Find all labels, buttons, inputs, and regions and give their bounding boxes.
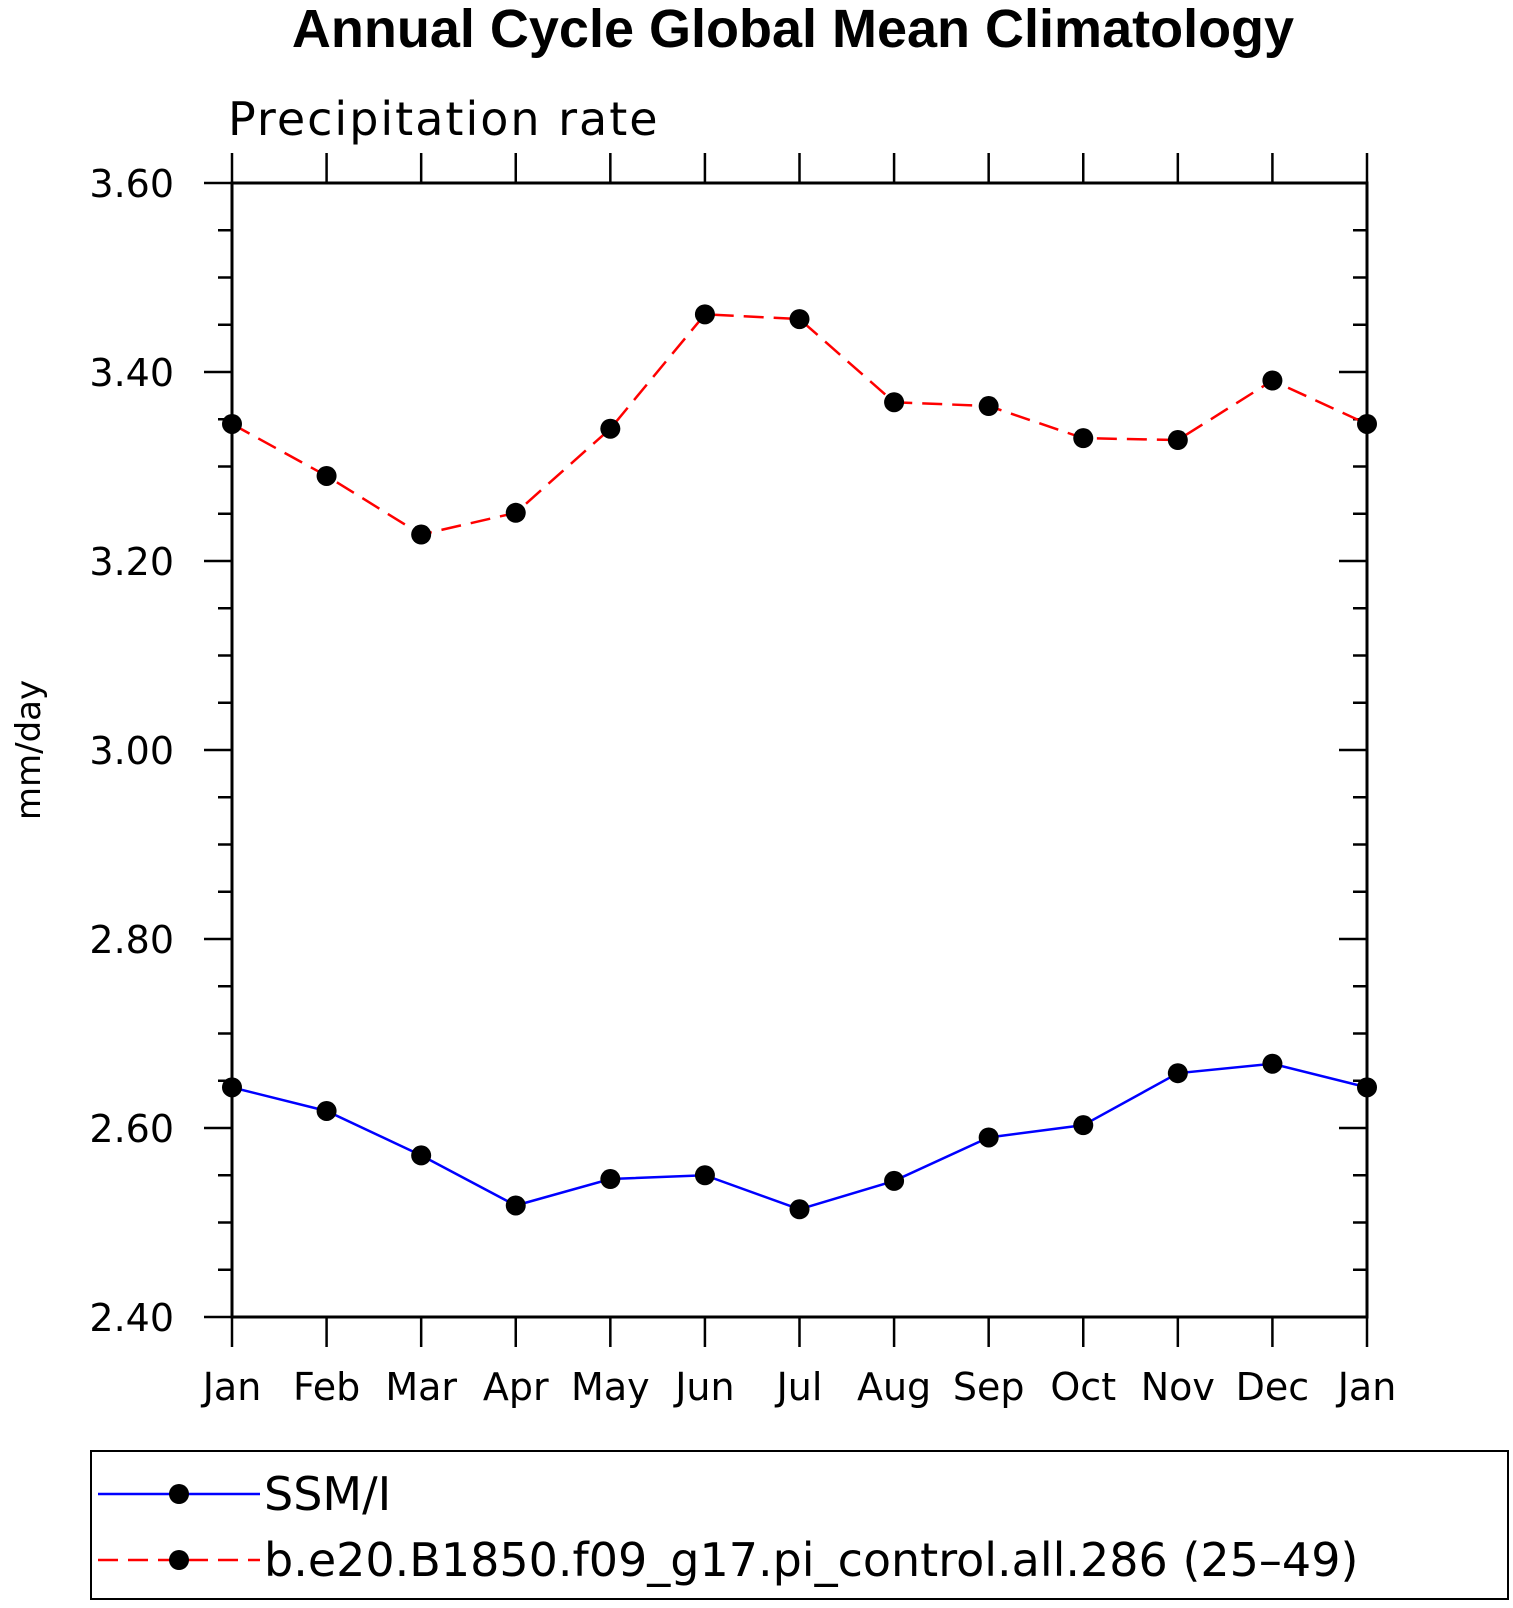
x-tick-label: May <box>571 1365 650 1409</box>
series-layer <box>222 304 1377 1220</box>
x-tick-label: Jul <box>775 1365 823 1409</box>
legend-label-0: SSM/I <box>264 1467 391 1521</box>
series-0-point <box>600 1169 621 1190</box>
y-axis-ticks: 2.40 2.60 2.80 3.00 3.20 3.40 3.60 <box>89 162 1367 1340</box>
series-1-point <box>789 309 810 330</box>
legend-label-1: b.e20.B1850.f09_g17.pi_control.all.286 (… <box>264 1533 1358 1587</box>
y-tick-label: 2.40 <box>89 1296 174 1340</box>
series-1-point <box>978 396 999 417</box>
series-0-point <box>1262 1053 1283 1074</box>
series-1-point <box>1167 430 1188 451</box>
series-1-point <box>1073 428 1094 449</box>
x-tick-label: Jun <box>673 1365 734 1409</box>
series-line-1 <box>231 313 1368 536</box>
series-1-point <box>600 418 621 439</box>
y-axis-label: mm/day <box>9 680 49 820</box>
series-0-point <box>222 1077 242 1098</box>
x-tick-label: Feb <box>293 1365 360 1409</box>
y-tick-label: 3.40 <box>89 351 174 395</box>
series-0-point <box>411 1145 432 1166</box>
legend-marker-0 <box>169 1484 189 1504</box>
series-line-0 <box>231 1062 1368 1211</box>
x-tick-label: Aug <box>857 1365 931 1409</box>
x-tick-label: Mar <box>385 1365 457 1409</box>
series-0-point <box>789 1199 810 1220</box>
y-tick-label: 2.60 <box>89 1107 174 1151</box>
legend-marker-1 <box>169 1550 189 1570</box>
series-0-point <box>1073 1115 1094 1136</box>
chart-subtitle: Precipitation rate <box>228 92 660 146</box>
series-1-point <box>884 392 905 413</box>
x-axis-ticks: Jan Feb Mar Apr May Jun Jul Aug Sep Oct Nov Dec Jan <box>201 153 1397 1409</box>
series-0-point <box>884 1170 905 1191</box>
series-1-point <box>316 465 337 486</box>
series-1-point <box>694 304 715 325</box>
series-0-point <box>316 1100 337 1121</box>
y-tick-label: 3.00 <box>89 729 174 773</box>
series-1-point <box>411 524 432 545</box>
series-0-point <box>1357 1077 1377 1098</box>
y-tick-label: 3.60 <box>89 162 174 206</box>
series-0-point <box>694 1165 715 1186</box>
series-0-point <box>978 1127 999 1148</box>
x-tick-label: Nov <box>1141 1365 1215 1409</box>
x-tick-label: Oct <box>1050 1365 1116 1409</box>
series-1-point <box>505 502 526 523</box>
series-0-point <box>505 1195 526 1216</box>
series-0-point <box>1167 1063 1188 1084</box>
x-tick-label: Dec <box>1236 1365 1310 1409</box>
y-tick-label: 2.80 <box>89 918 174 962</box>
legend-items: SSM/I b.e20.B1850.f09_g17.pi_control.all.… <box>98 1467 1358 1587</box>
legend: SSM/I b.e20.B1850.f09_g17.pi_control.all.… <box>90 1450 1509 1600</box>
legend-svg: SSM/I b.e20.B1850.f09_g17.pi_control.all.… <box>98 1467 1358 1587</box>
series-1-point <box>1357 413 1377 434</box>
chart-title: Annual Cycle Global Mean Climatology <box>292 0 1294 59</box>
series-1-point <box>1262 370 1283 391</box>
series-1-point <box>222 413 242 434</box>
x-tick-label: Jan <box>201 1365 262 1409</box>
x-tick-label: Jan <box>1336 1365 1397 1409</box>
x-tick-label: Apr <box>483 1365 549 1409</box>
y-tick-label: 3.20 <box>89 540 174 584</box>
x-tick-label: Sep <box>953 1365 1025 1409</box>
